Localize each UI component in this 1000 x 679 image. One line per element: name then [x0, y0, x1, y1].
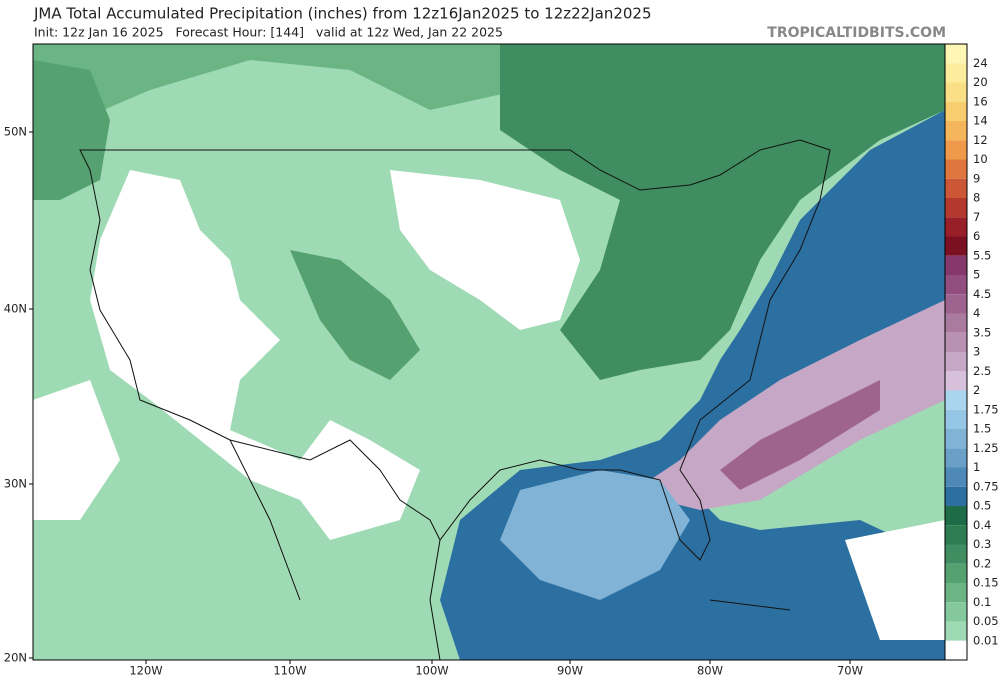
- precip-area: [290, 250, 420, 380]
- dry-area: [90, 170, 420, 540]
- legend-swatch: [945, 140, 967, 160]
- legend-swatch: [945, 583, 967, 603]
- legend-swatch: [945, 640, 967, 660]
- legend-swatch: [945, 101, 967, 121]
- lat-label: 50N: [4, 125, 27, 139]
- legend-swatch: [945, 178, 967, 198]
- legend-swatch: [945, 467, 967, 487]
- legend-label: 9: [973, 171, 980, 185]
- lon-label: 70W: [837, 664, 863, 678]
- dry-area: [390, 170, 580, 330]
- title: JMA Total Accumulated Precipitation (inc…: [33, 5, 652, 23]
- precip-area: [33, 44, 560, 120]
- lon-label: 100W: [415, 664, 448, 678]
- legend-swatch: [945, 159, 967, 179]
- precip-area: [500, 470, 690, 600]
- legend-swatch: [945, 525, 967, 545]
- legend-label: 4: [973, 306, 980, 320]
- legend-swatch: [945, 448, 967, 468]
- lon-label: 120W: [129, 664, 162, 678]
- legend-swatch: [945, 409, 967, 429]
- legend-label: 0.3: [973, 537, 991, 551]
- map: [32, 43, 946, 661]
- legend-label: 14: [973, 114, 988, 128]
- legend-label: 5: [973, 268, 980, 282]
- axes: 50N 40N 30N 20N 120W 110W 100W 90W 80W 70W: [4, 125, 863, 678]
- legend-label: 16: [973, 94, 988, 108]
- legend-swatch: [945, 255, 967, 275]
- legend-swatch: [945, 44, 967, 64]
- legend-swatch: [945, 352, 967, 372]
- legend-label: 4.5: [973, 287, 991, 301]
- lat-label: 20N: [4, 651, 27, 665]
- legend: 24 20 16 14 12 10 9 8 7 6 5.5 5 4.5 4 3.5 3 2.5 2 1.75 1.5 1…: [944, 43, 999, 661]
- legend-label: 0.15: [973, 576, 999, 590]
- legend-swatch: [945, 486, 967, 506]
- legend-swatch: [945, 332, 967, 352]
- legend-swatch: [945, 390, 967, 410]
- legend-label: 0.1: [973, 595, 991, 609]
- legend-label: 1.25: [973, 441, 999, 455]
- legend-label: 0.05: [973, 614, 999, 628]
- legend-label: 10: [973, 152, 988, 166]
- legend-swatch: [945, 198, 967, 218]
- lat-label: 40N: [4, 302, 27, 316]
- legend-swatch: [945, 63, 967, 83]
- legend-swatch: [945, 121, 967, 141]
- legend-swatch: [945, 621, 967, 641]
- precip-area: [33, 60, 110, 200]
- legend-label: 1: [973, 460, 980, 474]
- legend-label: 12: [973, 133, 988, 147]
- lon-label: 110W: [273, 664, 306, 678]
- legend-swatch: [945, 544, 967, 564]
- legend-swatch: [945, 82, 967, 102]
- dry-area: [33, 380, 120, 520]
- lon-label: 80W: [697, 664, 723, 678]
- precip-area: [650, 300, 945, 510]
- legend-label: 20: [973, 75, 988, 89]
- legend-label: 7: [973, 210, 980, 224]
- legend-swatch: [945, 506, 967, 526]
- brand: TROPICALTIDBITS.COM: [767, 25, 946, 41]
- legend-label: 2: [973, 383, 980, 397]
- legend-label: 0.2: [973, 556, 991, 570]
- legend-label: 0.4: [973, 518, 991, 532]
- legend-frame: [944, 43, 968, 661]
- legend-swatch: [945, 429, 967, 449]
- legend-label: 0.01: [973, 633, 999, 647]
- legend-label: 1.5: [973, 422, 991, 436]
- legend-swatch: [945, 236, 967, 256]
- legend-label: 6: [973, 229, 980, 243]
- legend-swatch: [945, 275, 967, 295]
- us-outline: [79, 139, 831, 561]
- legend-label: 5.5: [973, 248, 991, 262]
- lon-label: 90W: [557, 664, 583, 678]
- legend-label: 0.5: [973, 499, 991, 513]
- precip-area: [500, 44, 945, 380]
- lat-label: 30N: [4, 477, 27, 491]
- legend-swatch: [945, 217, 967, 237]
- subtitle: Init: 12z Jan 16 2025 Forecast Hour: [14…: [34, 25, 503, 40]
- legend-swatch: [945, 294, 967, 314]
- legend-swatch: [945, 313, 967, 333]
- legend-label: 0.75: [973, 479, 999, 493]
- legend-label: 3.5: [973, 325, 991, 339]
- precip-area: [720, 380, 880, 490]
- legend-label: 3: [973, 345, 980, 359]
- dry-area: [845, 520, 945, 640]
- legend-swatch: [945, 563, 967, 583]
- legend-label: 2.5: [973, 364, 991, 378]
- legend-swatch: [945, 602, 967, 622]
- legend-label: 1.75: [973, 402, 999, 416]
- legend-label: 8: [973, 191, 980, 205]
- coastline: [229, 439, 791, 660]
- legend-swatch: [945, 371, 967, 391]
- legend-label: 24: [973, 56, 988, 70]
